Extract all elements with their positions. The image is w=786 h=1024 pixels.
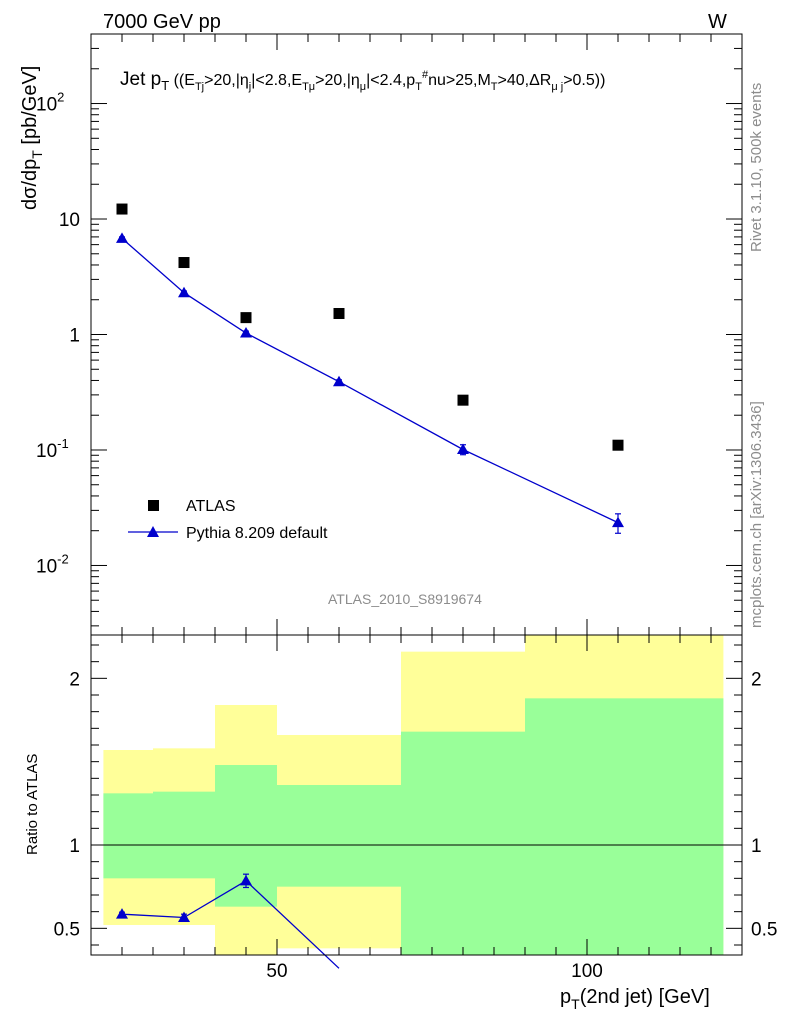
ratio-plot-panel: 0.5 0.5 1 1 2 2 50 100 Ratio to ATLAS pT(2nd je… [24,634,778,1012]
x-axis-label: pT(2nd jet) [GeV] [560,986,710,1012]
atlas-point [240,312,252,324]
x-tick-label: 50 [266,961,287,982]
green-band [103,793,153,879]
y-tick-label: 10-2 [36,551,69,577]
pythia-point [116,232,128,243]
pythia-point [333,375,345,387]
pythia-point [178,286,190,298]
ratio-y-tick-label-right: 0.5 [751,919,777,940]
ratio-pythia-point [240,874,252,886]
legend: ATLAS Pythia 8.209 default [128,498,328,542]
y-tick-label: 10 [59,210,80,231]
ratio-pythia-line [121,880,340,969]
analysis-label: ATLAS_2010_S8919674 [328,591,482,607]
main-y-tick-labels: 10-2 10-1 1 10 102 [36,90,80,578]
pythia-line [121,237,619,524]
atlas-point [333,307,345,319]
pythia-point [612,516,624,528]
green-band [153,791,215,879]
atlas-point [457,394,469,406]
ratio-y-tick-label-right: 1 [751,836,762,857]
ratio-y-tick-label-left: 2 [69,669,80,690]
ratio-y-tick-label-left: 0.5 [54,919,80,940]
plot-title: Jet pT ((ETj>20,|ηj|<2.8,ETμ>20,|ημ|<2.4… [120,69,605,93]
green-band [525,698,724,955]
header-collision: 7000 GeV pp [103,11,221,33]
ratio-y-tick-label-right: 2 [751,669,762,690]
x-tick-label: 100 [571,961,603,982]
ratio-y-axis-label: Ratio to ATLAS [24,754,41,855]
pythia-point [240,327,252,338]
mcplots-label: mcplots.cern.ch [arXiv:1306.3436] [748,401,765,628]
atlas-point [116,203,128,215]
rivet-label: Rivet 3.1.10, 500k events [748,83,765,252]
legend-marker-pythia [147,526,159,537]
ratio-y-tick-label-left: 1 [69,836,80,857]
ratio-tick-labels: 0.5 0.5 1 1 2 2 50 100 [54,669,778,982]
atlas-point [178,257,190,269]
ratio-pythia-point [178,911,190,922]
green-band [401,731,525,955]
ratio-pythia-point [116,908,128,919]
ratio-axis-ticks [90,635,743,955]
legend-marker-atlas [148,500,159,511]
y-tick-label: 1 [69,326,80,347]
main-plot-frame [90,33,743,636]
legend-label-pythia: Pythia 8.209 default [186,525,328,542]
green-band [277,785,401,887]
pythia-point [457,443,469,454]
atlas-point [612,439,624,451]
y-tick-label: 10-1 [36,436,69,462]
main-plot-panel: 10-2 10-1 1 10 102 dσ/dpT [pb/GeV] Jet pT ((… [19,33,743,636]
main-y-axis-label: dσ/dpT [pb/GeV] [19,66,45,210]
legend-label-atlas: ATLAS [186,498,236,515]
header-process: W [708,11,727,33]
main-axis-ticks [90,33,743,635]
y-tick-label: 102 [36,90,64,116]
